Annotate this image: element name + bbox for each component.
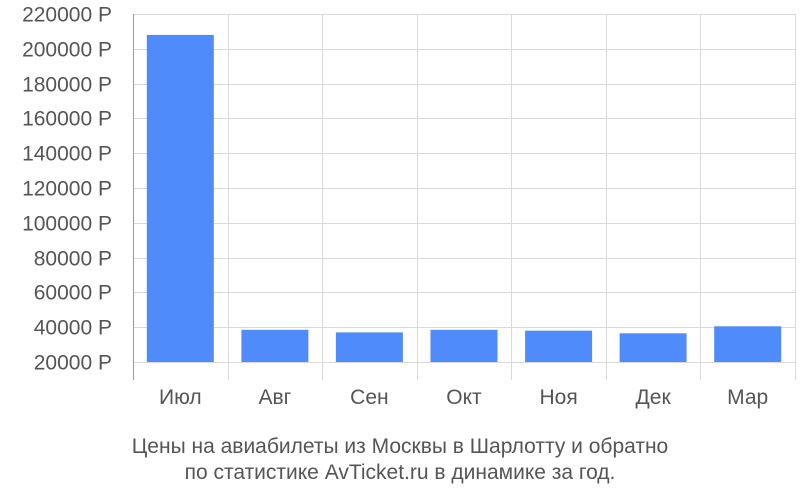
bar-4 [430,329,498,362]
y-tick-label: 120000 Р [22,178,112,201]
y-tick-label: 180000 Р [22,74,112,97]
y-tick-label: 60000 Р [34,282,112,305]
bar-6 [619,333,687,362]
bar-1 [146,34,214,363]
x-tick-label: Авг [258,386,291,409]
x-tick-label: Июл [159,386,202,409]
chart-caption-line-2: по статистике AvTicket.ru в динамике за … [184,461,616,484]
y-tick-label: 220000 Р [22,4,112,27]
bar-7 [714,326,782,362]
y-tick-label: 40000 Р [34,317,112,340]
y-tick-label: 140000 Р [22,143,112,166]
x-tick-label: Мар [727,386,768,409]
y-tick-label: 20000 Р [34,352,112,375]
bar-5 [525,330,593,362]
y-tick-label: 80000 Р [34,248,112,271]
y-tick-label: 200000 Р [22,39,112,62]
x-tick-label: Дек [636,386,672,409]
bar-3 [335,332,403,362]
chart-caption-line-1: Цены на авиабилеты из Москвы в Шарлотту … [131,435,669,458]
y-tick-label: 100000 Р [22,213,112,236]
bar-2 [241,329,309,362]
y-tick-label: 160000 Р [22,108,112,131]
x-tick-label: Сен [350,386,388,409]
x-tick-label: Окт [446,386,482,409]
x-tick-label: Ноя [539,386,577,409]
